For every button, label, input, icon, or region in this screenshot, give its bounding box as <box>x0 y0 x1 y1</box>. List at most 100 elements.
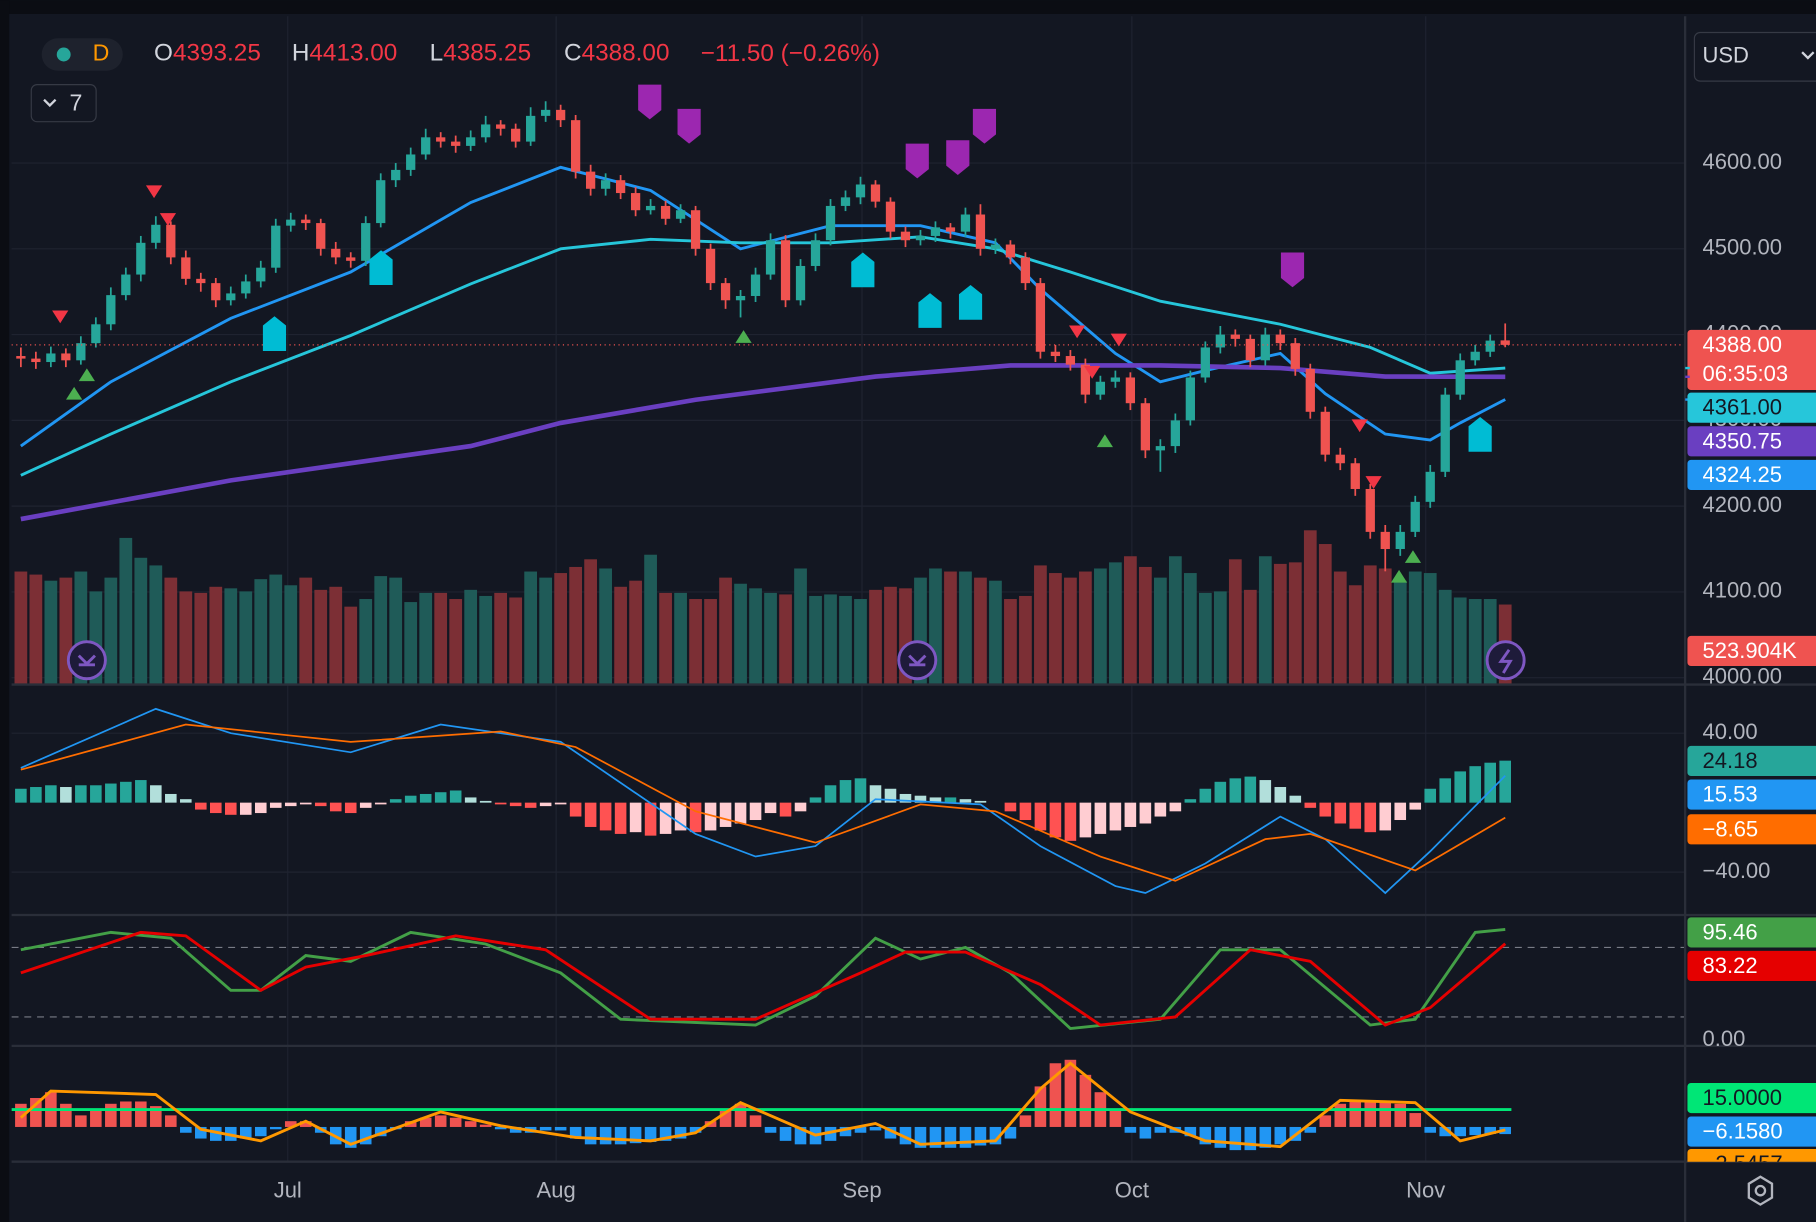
macd-bar <box>329 802 342 812</box>
macd-bar <box>1094 802 1107 834</box>
candle-body <box>526 115 536 142</box>
candle-body <box>256 267 266 282</box>
macd-bar <box>1004 802 1017 812</box>
volume-bar <box>194 592 208 685</box>
stochastic-pane <box>11 928 1686 1031</box>
y-tick-label: 4600.00 <box>1703 149 1783 174</box>
oscillator-bar <box>644 1126 657 1143</box>
x-tick-label: Aug <box>537 1178 576 1203</box>
macd-signal-label-bg <box>1687 814 1816 845</box>
currency-button[interactable] <box>1693 31 1816 82</box>
volume-bar <box>599 568 612 685</box>
symbol-pill[interactable] <box>41 38 123 71</box>
oscillator-bar <box>659 1126 672 1141</box>
candle-body <box>1170 420 1180 447</box>
candle-body <box>705 248 716 284</box>
macd-bar <box>1484 762 1497 803</box>
volume-bar <box>794 568 807 685</box>
candle-body <box>331 248 341 258</box>
oscillator-bar <box>914 1126 927 1148</box>
currency: USD <box>1703 43 1749 68</box>
oscillator-bar <box>599 1126 612 1145</box>
osc-line-label: −2.5457 <box>1703 1151 1783 1176</box>
candle-body <box>376 180 386 224</box>
volume-bar <box>1198 592 1212 685</box>
candle-body <box>406 154 416 170</box>
macd-bar <box>779 802 792 817</box>
candle-body <box>436 137 446 142</box>
volume-bar <box>14 571 28 685</box>
macd-bar <box>1079 802 1092 838</box>
collapse-button[interactable] <box>30 84 97 123</box>
oscillator-bar <box>434 1115 447 1127</box>
macd-bar <box>135 780 147 803</box>
volume-bar <box>704 599 717 685</box>
macd-bar <box>1439 778 1452 803</box>
event-icon[interactable] <box>897 640 938 681</box>
candle-body <box>750 274 761 296</box>
legend-value: 4385.25 <box>443 40 531 67</box>
y-tick-label: 4500.00 <box>1703 235 1783 260</box>
macd-bar <box>120 781 132 803</box>
oscillator-bar <box>1004 1126 1017 1139</box>
volume-bar <box>944 571 957 685</box>
candle-body <box>600 180 611 189</box>
oscillator-bar <box>479 1124 492 1127</box>
volume-bar <box>959 571 972 685</box>
macd-bar <box>659 802 672 834</box>
macd-bar <box>1214 781 1227 803</box>
candle-body <box>960 214 971 232</box>
oscillator-bar <box>1364 1101 1377 1127</box>
macd-bar <box>884 788 897 803</box>
macd-hist-label: 24.18 <box>1703 748 1758 773</box>
volume-bar <box>1243 589 1257 685</box>
volume-bar <box>884 586 897 685</box>
oscillator-bar <box>90 1109 102 1127</box>
macd-bar <box>1049 802 1062 838</box>
candle-body <box>1440 394 1450 472</box>
volume-bar <box>269 574 283 685</box>
volume-bar <box>1408 571 1422 685</box>
macd-bar <box>90 785 102 803</box>
candle-body <box>945 227 956 232</box>
volume-bar <box>629 580 642 685</box>
volume-bar <box>749 588 762 685</box>
legend-item: H4413.00 <box>292 40 397 67</box>
right-axis: 4000.004100.004200.004300.004400.004500.… <box>1685 149 1816 1176</box>
settings-hex <box>1747 1175 1774 1206</box>
macd-bar <box>1499 760 1511 803</box>
candle-body <box>541 109 551 116</box>
volume-bar <box>464 589 478 685</box>
interval: D <box>93 40 110 66</box>
candle-body <box>675 210 686 219</box>
oscillator-bar <box>105 1103 117 1127</box>
volume-bar <box>1273 563 1287 685</box>
volume-bar <box>1258 556 1272 685</box>
legend-value: 4393.25 <box>173 40 261 67</box>
volume-bar <box>29 574 43 685</box>
macd-bar <box>734 802 747 824</box>
oscillator-bar <box>165 1115 177 1127</box>
candle-body <box>1140 403 1151 451</box>
oscillator-bar <box>839 1126 852 1137</box>
volume-bar <box>494 592 508 685</box>
settings-icon[interactable] <box>1747 1175 1774 1206</box>
oscillator-bar <box>1109 1109 1122 1127</box>
oscillator-bar <box>1274 1126 1287 1145</box>
macd-bar <box>1319 802 1332 817</box>
macd-bar <box>299 802 312 805</box>
oscillator-bar <box>359 1126 372 1145</box>
macd-bar <box>584 802 597 827</box>
oscillator-bar <box>1424 1126 1437 1133</box>
candle-body <box>91 324 101 344</box>
oscillator-bar <box>254 1126 267 1137</box>
oscillator-bar <box>899 1126 912 1145</box>
oscillator-bar <box>689 1126 702 1133</box>
oscillator-bar <box>180 1126 192 1133</box>
candle-body <box>481 124 491 138</box>
volume-bar <box>824 594 837 685</box>
candle-body <box>645 205 656 211</box>
event-icon[interactable] <box>66 640 107 681</box>
macd-bar <box>389 799 402 803</box>
event-icons <box>66 640 1526 681</box>
